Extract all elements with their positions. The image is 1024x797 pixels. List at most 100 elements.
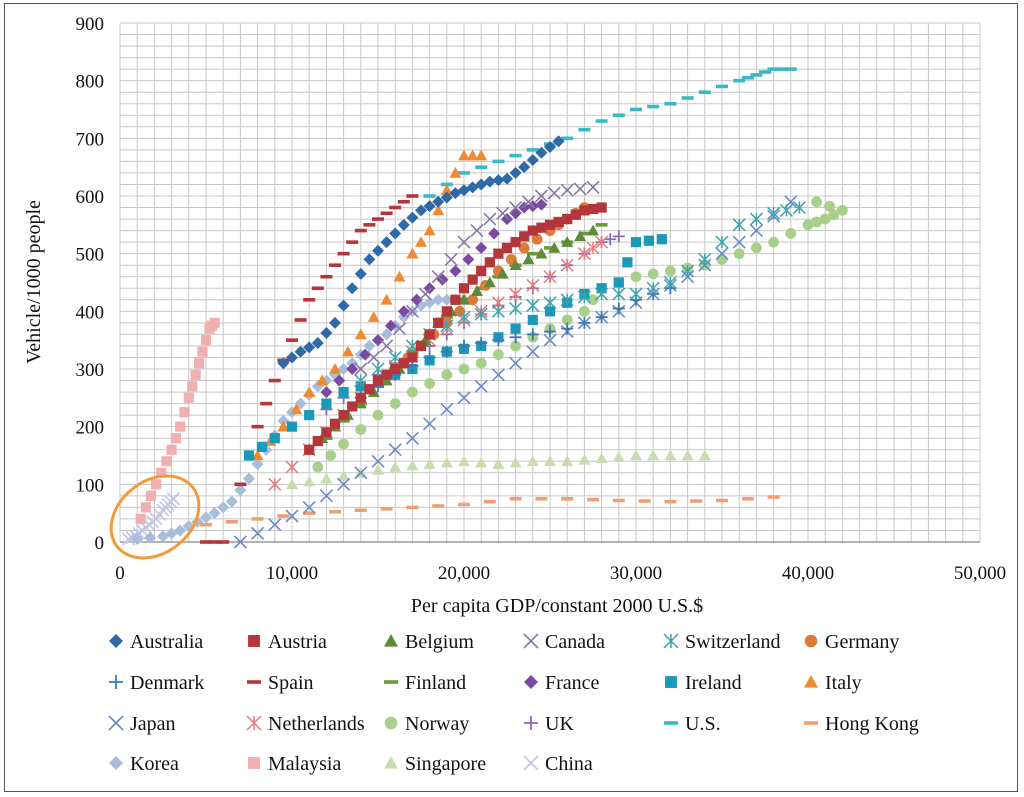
data-point <box>535 247 548 259</box>
legend-label: Italy <box>825 672 862 694</box>
data-point <box>406 247 419 259</box>
y-tick-label: 700 <box>76 129 105 150</box>
data-point <box>363 253 376 266</box>
data-point <box>433 317 444 328</box>
data-point <box>175 421 186 432</box>
legend-label: Singapore <box>405 753 486 775</box>
x-tick-label: 50,000 <box>954 563 1006 584</box>
legend-label: Spain <box>268 672 314 694</box>
data-point <box>208 540 221 544</box>
legend-label: Switzerland <box>685 631 781 653</box>
data-point <box>329 263 341 267</box>
data-point <box>415 204 427 217</box>
data-point <box>197 346 208 357</box>
data-point <box>380 211 393 216</box>
data-point <box>759 70 771 74</box>
data-point <box>354 328 367 340</box>
data-point <box>170 433 181 444</box>
data-point <box>363 223 376 227</box>
data-point <box>381 369 392 380</box>
data-point <box>290 403 303 415</box>
data-point <box>561 322 574 335</box>
data-point <box>475 241 488 254</box>
y-tick-label: 200 <box>76 418 105 439</box>
data-point <box>458 283 470 294</box>
data-point <box>509 287 523 301</box>
legend-entry: Singapore <box>384 753 486 775</box>
data-point <box>467 274 478 285</box>
data-point <box>561 236 574 247</box>
legend-entry: Korea <box>109 753 179 775</box>
data-point <box>140 502 151 513</box>
data-point <box>286 338 298 342</box>
data-point <box>200 511 212 524</box>
data-point <box>200 522 212 527</box>
data-point <box>595 287 609 301</box>
data-point <box>423 194 436 198</box>
legend-entry: Norway <box>384 713 469 735</box>
data-point <box>496 267 509 279</box>
data-point <box>390 363 401 375</box>
data-point <box>243 472 255 485</box>
data-point <box>522 253 535 265</box>
data-point <box>405 304 419 318</box>
data-point <box>535 198 548 211</box>
data-point <box>312 461 324 473</box>
legend-entry: Denmark <box>109 672 204 694</box>
data-point <box>629 287 643 301</box>
data-point <box>251 424 264 429</box>
legend-label: Hong Kong <box>825 713 919 735</box>
data-point <box>802 219 814 231</box>
data-point <box>613 277 624 288</box>
data-point <box>457 391 471 405</box>
data-point <box>397 218 410 231</box>
data-point <box>311 337 324 350</box>
data-point <box>509 153 522 158</box>
data-point <box>484 257 495 268</box>
data-point <box>234 482 247 487</box>
legend-entry: Switzerland <box>663 631 781 653</box>
data-point <box>233 535 247 549</box>
data-point <box>156 467 167 478</box>
data-point <box>475 149 488 161</box>
legend-marker <box>109 756 123 770</box>
data-point <box>243 450 255 461</box>
data-point <box>260 401 273 406</box>
data-point <box>466 149 479 161</box>
data-point <box>595 452 608 464</box>
data-point <box>612 302 625 315</box>
data-point <box>423 458 436 469</box>
data-point <box>302 500 316 514</box>
data-point <box>131 533 144 546</box>
data-point <box>380 339 394 353</box>
data-point <box>587 497 599 502</box>
data-point <box>285 460 299 474</box>
legend-marker <box>804 721 818 725</box>
data-point <box>544 455 556 467</box>
data-point <box>510 340 521 352</box>
data-point <box>320 326 333 339</box>
data-point <box>269 433 280 444</box>
data-point <box>319 489 333 503</box>
data-point <box>560 293 574 307</box>
data-point <box>406 211 419 224</box>
data-point <box>333 374 346 387</box>
series-canada <box>354 180 600 376</box>
data-point <box>450 294 461 305</box>
data-point <box>457 310 471 324</box>
legend-entry: U.S. <box>664 713 721 735</box>
data-point <box>285 509 299 523</box>
data-point <box>346 282 359 295</box>
data-point <box>410 293 423 306</box>
data-point <box>547 186 561 200</box>
data-point <box>380 507 393 511</box>
data-point <box>151 479 162 490</box>
data-point <box>320 436 333 440</box>
data-point <box>277 357 290 370</box>
data-point <box>475 337 488 350</box>
series-u-s- <box>423 67 797 198</box>
series-hong-kong <box>200 495 780 527</box>
legend-label: Germany <box>825 631 899 653</box>
x-tick-label: 20,000 <box>438 563 490 584</box>
